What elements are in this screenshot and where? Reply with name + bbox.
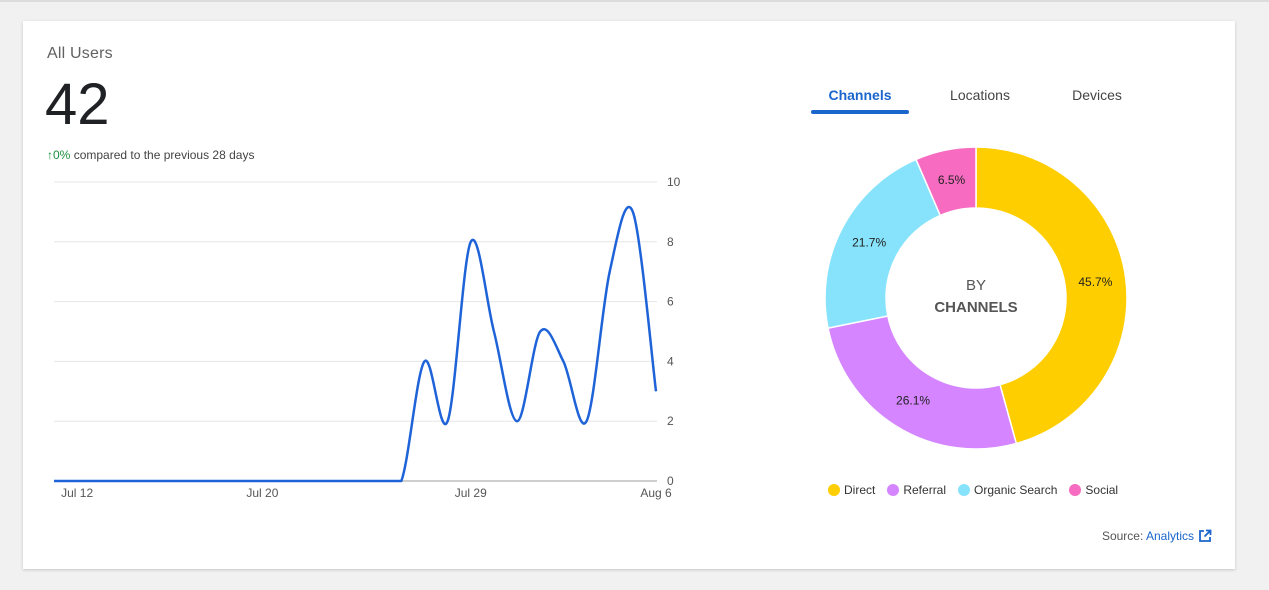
change-description: compared to the previous 28 days bbox=[73, 148, 255, 162]
legend-item-organic-search[interactable]: Organic Search bbox=[958, 483, 1057, 497]
data-point[interactable] bbox=[581, 415, 593, 427]
external-link-icon[interactable] bbox=[1194, 529, 1212, 543]
legend-label: Social bbox=[1085, 483, 1119, 497]
source-attribution: Source: Analytics bbox=[1102, 529, 1212, 543]
slice-organic-search[interactable] bbox=[824, 158, 942, 330]
data-point[interactable] bbox=[210, 475, 222, 487]
legend-item-direct[interactable]: Direct bbox=[828, 483, 875, 497]
data-point[interactable] bbox=[534, 326, 546, 338]
x-tick-label: Aug 6 bbox=[640, 486, 672, 500]
data-point[interactable] bbox=[164, 475, 176, 487]
data-point[interactable] bbox=[604, 266, 616, 278]
legend-swatch bbox=[958, 484, 971, 496]
legend-label: Referral bbox=[903, 483, 947, 497]
data-point[interactable] bbox=[233, 475, 245, 487]
legend-item-social[interactable]: Social bbox=[1069, 483, 1118, 497]
y-tick-label: 4 bbox=[667, 354, 674, 368]
legend-swatch bbox=[887, 484, 900, 496]
y-tick-label: 10 bbox=[667, 175, 681, 189]
data-point[interactable] bbox=[326, 475, 338, 487]
y-tick-label: 0 bbox=[667, 474, 674, 488]
tab-channels[interactable]: Channels bbox=[828, 87, 892, 103]
data-point[interactable] bbox=[418, 355, 430, 367]
users-series-line bbox=[53, 205, 658, 483]
top-divider bbox=[0, 0, 1269, 2]
data-point[interactable] bbox=[627, 206, 639, 218]
legend-swatch bbox=[1069, 484, 1082, 496]
legend-label: Direct bbox=[844, 483, 876, 497]
y-tick-label: 8 bbox=[667, 235, 674, 249]
data-point[interactable] bbox=[465, 236, 477, 248]
users-line-chart: 0 2 4 6 8 10 Jul 12 Jul 20 Jul 29 Aug 6 bbox=[48, 175, 681, 500]
legend-label: Organic Search bbox=[974, 483, 1058, 497]
data-point[interactable] bbox=[442, 415, 454, 427]
x-tick-label: Jul 12 bbox=[61, 486, 93, 500]
y-tick-label: 6 bbox=[667, 295, 674, 309]
data-point[interactable] bbox=[349, 475, 361, 487]
slice-direct[interactable] bbox=[975, 146, 1128, 445]
data-point[interactable] bbox=[141, 475, 153, 487]
chart-legend: Direct Referral Organic Search Social bbox=[828, 483, 1130, 497]
legend-swatch bbox=[828, 484, 840, 496]
x-tick-label: Jul 29 bbox=[455, 486, 487, 500]
data-point[interactable] bbox=[488, 326, 500, 338]
legend-item-referral[interactable]: Referral bbox=[887, 483, 946, 497]
slice-social[interactable] bbox=[915, 146, 977, 217]
source-prefix: Source: bbox=[1101, 529, 1144, 543]
total-users-value: 42 bbox=[45, 72, 110, 137]
data-point[interactable] bbox=[303, 475, 315, 487]
channels-donut-chart: 45.7% 26.1% 21.7% 6.5% BY CHANNELS bbox=[824, 146, 1128, 450]
data-point[interactable] bbox=[557, 355, 569, 367]
change-percent: 0% bbox=[53, 148, 71, 162]
slice-percent-label: 45.7% bbox=[1078, 275, 1112, 289]
slice-percent-label: 21.7% bbox=[852, 235, 886, 249]
data-point[interactable] bbox=[48, 475, 60, 487]
data-point[interactable] bbox=[117, 475, 129, 487]
data-point[interactable] bbox=[71, 475, 83, 487]
card-title: All Users bbox=[47, 45, 113, 62]
data-point[interactable] bbox=[256, 475, 268, 487]
donut-center-label-bottom: CHANNELS bbox=[934, 299, 1017, 316]
data-point[interactable] bbox=[372, 475, 384, 487]
tab-locations[interactable]: Locations bbox=[950, 87, 1010, 103]
data-point[interactable] bbox=[187, 475, 199, 487]
y-tick-label: 2 bbox=[667, 414, 674, 428]
comparison-text: ↑0% compared to the previous 28 days bbox=[47, 148, 254, 162]
analytics-link[interactable]: Analytics bbox=[1145, 529, 1194, 543]
data-point[interactable] bbox=[395, 475, 407, 487]
data-point[interactable] bbox=[280, 475, 292, 487]
active-tab-indicator bbox=[811, 110, 909, 114]
trend-up-icon: ↑ bbox=[47, 148, 53, 162]
data-point[interactable] bbox=[94, 475, 106, 487]
data-point[interactable] bbox=[650, 385, 662, 397]
tab-devices[interactable]: Devices bbox=[1072, 87, 1122, 103]
x-tick-label: Jul 20 bbox=[246, 486, 278, 500]
data-point[interactable] bbox=[511, 415, 523, 427]
slice-percent-label: 6.5% bbox=[938, 173, 966, 187]
all-users-card: All Users 42 ↑0% compared to the previou… bbox=[23, 21, 1235, 569]
slice-referral[interactable] bbox=[827, 315, 1018, 450]
slice-percent-label: 26.1% bbox=[896, 394, 930, 408]
donut-center-label-top: BY bbox=[966, 277, 986, 294]
